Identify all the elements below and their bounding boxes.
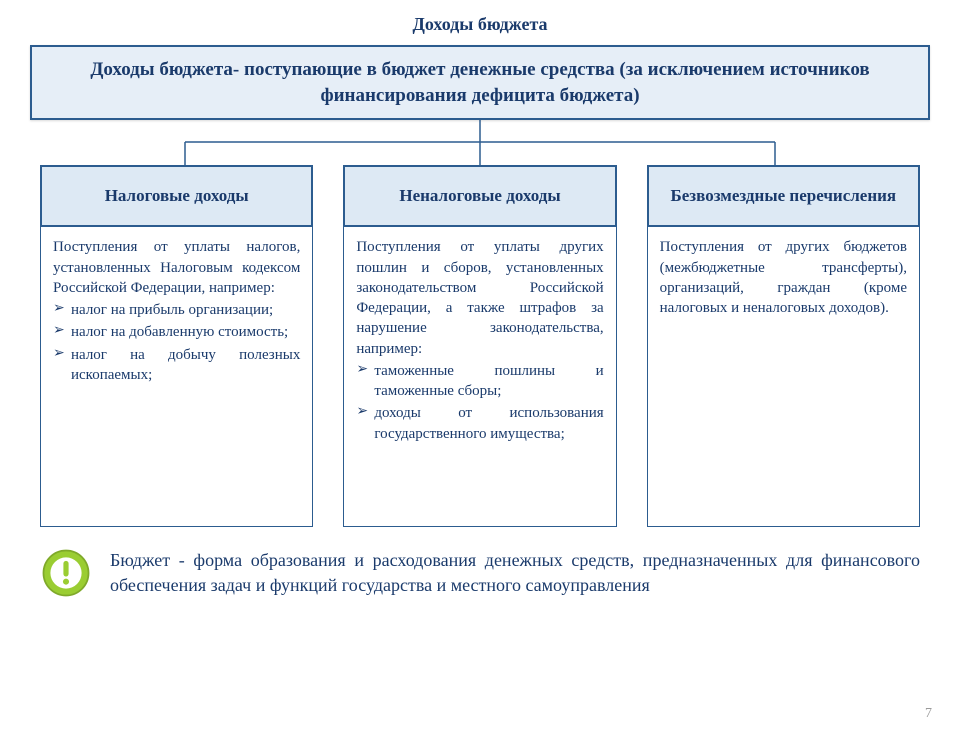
column-header-gratuitous: Безвозмездные перечисления xyxy=(647,165,920,227)
column-tax: Налоговые доходы Поступления от уплаты н… xyxy=(40,165,313,527)
column-intro: Поступления от уплаты налогов, установле… xyxy=(53,237,300,298)
definition-box: Доходы бюджета- поступающие в бюджет ден… xyxy=(30,45,930,120)
list-item: налог на прибыль организации; xyxy=(53,300,300,320)
list-item: доходы от использования государственного… xyxy=(356,403,603,444)
column-list: налог на прибыль организации; налог на д… xyxy=(53,300,300,385)
list-item: налог на добавленную стоимость; xyxy=(53,322,300,342)
column-list: таможенные пошлины и таможенные сборы; д… xyxy=(356,361,603,444)
column-header-tax: Налоговые доходы xyxy=(40,165,313,227)
list-item: таможенные пошлины и таможенные сборы; xyxy=(356,361,603,402)
footer-definition: Бюджет - форма образования и расходовани… xyxy=(110,548,920,598)
column-body-tax: Поступления от уплаты налогов, установле… xyxy=(40,227,313,527)
column-intro: Поступления от уплаты других пошлин и сб… xyxy=(356,237,603,359)
columns-container: Налоговые доходы Поступления от уплаты н… xyxy=(0,165,960,527)
column-body-gratuitous: Поступления от других бюджетов (межбюдже… xyxy=(647,227,920,527)
page-title: Доходы бюджета xyxy=(0,14,960,35)
column-header-nontax: Неналоговые доходы xyxy=(343,165,616,227)
column-gratuitous: Безвозмездные перечисления Поступления о… xyxy=(647,165,920,527)
column-nontax: Неналоговые доходы Поступления от уплаты… xyxy=(343,165,616,527)
exclamation-icon xyxy=(40,547,92,599)
footer-row: Бюджет - форма образования и расходовани… xyxy=(0,547,960,599)
list-item: налог на добычу полезных ископаемых; xyxy=(53,345,300,386)
column-intro: Поступления от других бюджетов (межбюдже… xyxy=(660,237,907,318)
column-body-nontax: Поступления от уплаты других пошлин и сб… xyxy=(343,227,616,527)
